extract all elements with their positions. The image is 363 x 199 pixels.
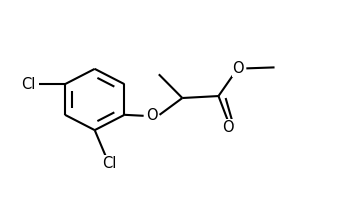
Text: Cl: Cl (22, 77, 36, 92)
Text: O: O (222, 120, 233, 135)
Text: Cl: Cl (102, 156, 117, 171)
Text: O: O (233, 61, 244, 76)
Text: O: O (146, 108, 158, 123)
